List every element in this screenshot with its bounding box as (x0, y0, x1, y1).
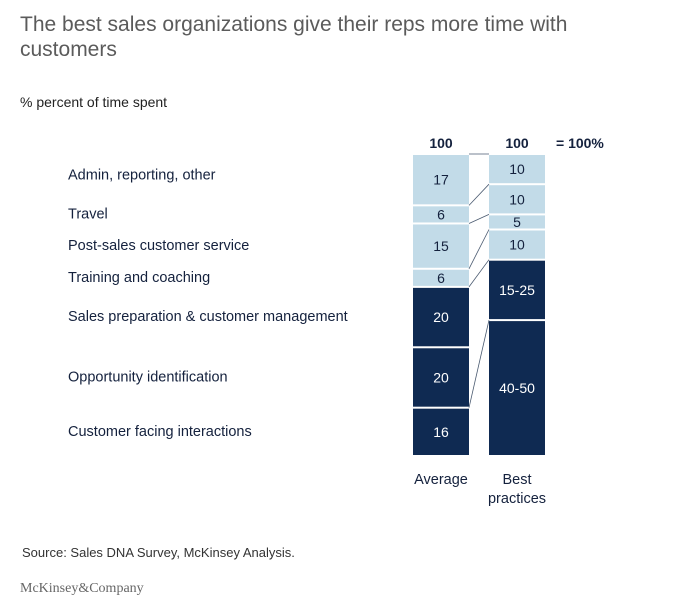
data-label-average-training-and-coaching: 6 (437, 270, 445, 286)
bar-segment-best-practices-sales-preparation-customer-management (489, 260, 545, 320)
bar-segment-average-opportunity-identification (413, 348, 469, 407)
bar-segment-average-travel (413, 206, 469, 223)
mckinsey-logo: McKinsey&Company (20, 581, 144, 596)
bar-segment-average-sales-preparation-customer-management (413, 287, 469, 347)
bar-segment-average-training-and-coaching (413, 269, 469, 286)
data-label-best-practices-admin-reporting-other: 10 (509, 161, 525, 177)
data-label-best-practices-customer-facing-interactions: 40-50 (499, 380, 535, 396)
connector-customer-facing-interactions (468, 320, 490, 408)
x-label-best-practices-line2: practices (488, 491, 546, 507)
bar-segment-best-practices-customer-facing-interactions (489, 321, 545, 455)
data-label-best-practices-post-sales-customer-service: 5 (513, 214, 521, 230)
connector-sales-preparation-customer-management (468, 259, 490, 288)
data-label-average-admin-reporting-other: 17 (433, 172, 449, 188)
chart-title: The best sales organizations give their … (20, 13, 568, 61)
stacked-bar-chart: 16 20 20 6 15 6 17 40-50 15-25 10 5 10 10 Customer fa… (68, 135, 604, 507)
bar-segment-best-practices-travel (489, 185, 545, 214)
series-label-opportunity-identification: Opportunity identification (68, 369, 228, 385)
x-label-best-practices-line1: Best (502, 472, 531, 488)
x-label-average: Average (414, 472, 468, 488)
data-label-best-practices-sales-preparation-customer-management: 15-25 (499, 282, 535, 298)
bar-segment-best-practices-training-and-coaching (489, 230, 545, 259)
data-label-average-post-sales-customer-service: 15 (433, 238, 449, 254)
bar-segment-best-practices-admin-reporting-other (489, 155, 545, 184)
data-label-average-customer-facing-interactions: 16 (433, 424, 449, 440)
series-label-training-and-coaching: Training and coaching (68, 270, 210, 286)
data-label-average-travel: 6 (437, 206, 445, 222)
series-label-sales-preparation-customer-management: Sales preparation & customer management (68, 309, 348, 325)
connector-training-and-coaching (468, 229, 490, 269)
total-label-best-practices: 100 (505, 135, 529, 151)
series-label-post-sales-customer-service: Post-sales customer service (68, 238, 249, 254)
bar-segment-best-practices-post-sales-customer-service (489, 215, 545, 229)
chart-subtitle: % percent of time spent (20, 94, 168, 110)
total-note: = 100% (556, 135, 604, 151)
bar-segment-average-admin-reporting-other (413, 155, 469, 205)
bar-segment-average-post-sales-customer-service (413, 224, 469, 268)
connector-travel (468, 183, 490, 206)
data-label-average-opportunity-identification: 20 (433, 369, 449, 385)
data-label-best-practices-training-and-coaching: 10 (509, 237, 525, 253)
bar-segment-average-customer-facing-interactions (413, 408, 469, 455)
series-label-travel: Travel (68, 206, 108, 222)
total-label-average: 100 (429, 135, 453, 151)
series-label-admin-reporting-other: Admin, reporting, other (68, 168, 216, 184)
data-label-best-practices-travel: 10 (509, 191, 525, 207)
connector-post-sales-customer-service (468, 214, 490, 224)
data-label-average-sales-preparation-customer-management: 20 (433, 309, 449, 325)
series-label-customer-facing-interactions: Customer facing interactions (68, 424, 252, 440)
source-note: Source: Sales DNA Survey, McKinsey Analy… (22, 545, 295, 560)
